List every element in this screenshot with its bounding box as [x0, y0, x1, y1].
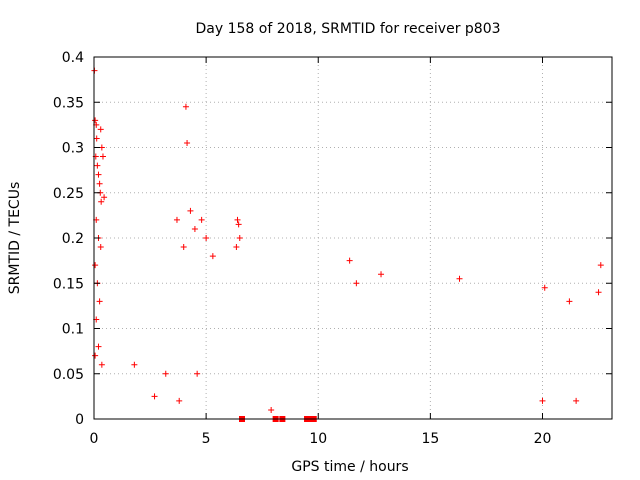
data-point [209, 253, 216, 260]
grid [94, 57, 612, 419]
x-tick-label: 20 [534, 431, 552, 447]
data-point [131, 361, 138, 368]
data-point [378, 271, 385, 278]
data-point [566, 298, 573, 305]
data-point [94, 162, 101, 169]
data-point [346, 257, 353, 264]
data-point [162, 370, 169, 377]
data-point [180, 244, 187, 251]
data-point [597, 262, 604, 269]
data-point [191, 225, 198, 232]
data-point [235, 221, 242, 228]
data-point [93, 135, 100, 142]
data-point [95, 343, 102, 350]
y-tick-label: 0.3 [62, 141, 84, 157]
data-point [99, 153, 106, 160]
data-point [353, 280, 360, 287]
data-point [595, 289, 602, 296]
data-point [456, 275, 463, 282]
data-point [92, 262, 99, 269]
data-point [95, 171, 102, 178]
data-point [187, 207, 194, 214]
data-point [268, 406, 275, 413]
data-point [92, 117, 99, 124]
data-point [97, 126, 104, 133]
data-point [182, 103, 189, 110]
x-tick-label: 10 [309, 431, 327, 447]
y-tick-label: 0.25 [53, 186, 84, 202]
axes: 0 0.05 0.1 0.15 0.2 0.25 0.3 0.35 0.4 0 5 10 15 20 [53, 50, 613, 447]
data-point [194, 370, 201, 377]
data-point [92, 352, 99, 359]
data-point [176, 397, 183, 404]
x-tick-label: 5 [202, 431, 211, 447]
y-tick-label: 0.4 [62, 50, 84, 66]
data-point [97, 244, 104, 251]
y-tick-label: 0.1 [62, 322, 84, 338]
plot-frame [93, 56, 613, 420]
y-tick-label: 0.2 [62, 231, 84, 247]
chart-title: Day 158 of 2018, SRMTID for receiver p80… [195, 21, 500, 37]
data-point [539, 397, 546, 404]
y-axis-label: SRMTID / TECUs [7, 182, 23, 295]
x-axis-label: GPS time / hours [291, 459, 408, 475]
data-point [98, 361, 105, 368]
data-point [98, 198, 105, 205]
x-tick-label: 15 [421, 431, 439, 447]
data-point [541, 284, 548, 291]
data-point [573, 397, 580, 404]
data-point [151, 393, 158, 400]
y-tick-label: 0.05 [53, 367, 84, 383]
data-point [236, 235, 243, 241]
x-tick-label: 0 [90, 431, 99, 447]
data-point [96, 298, 103, 305]
data-point [234, 216, 241, 223]
data-point [96, 180, 103, 187]
data-point [198, 216, 205, 223]
data-point [203, 235, 210, 241]
y-tick-label: 0.15 [53, 276, 84, 292]
y-tick-label: 0.35 [53, 95, 84, 111]
data-point [173, 216, 180, 223]
data-points [91, 67, 604, 422]
y-tick-label: 0 [75, 412, 84, 428]
data-point [101, 194, 108, 201]
data-point [233, 244, 240, 251]
data-point [184, 139, 191, 146]
